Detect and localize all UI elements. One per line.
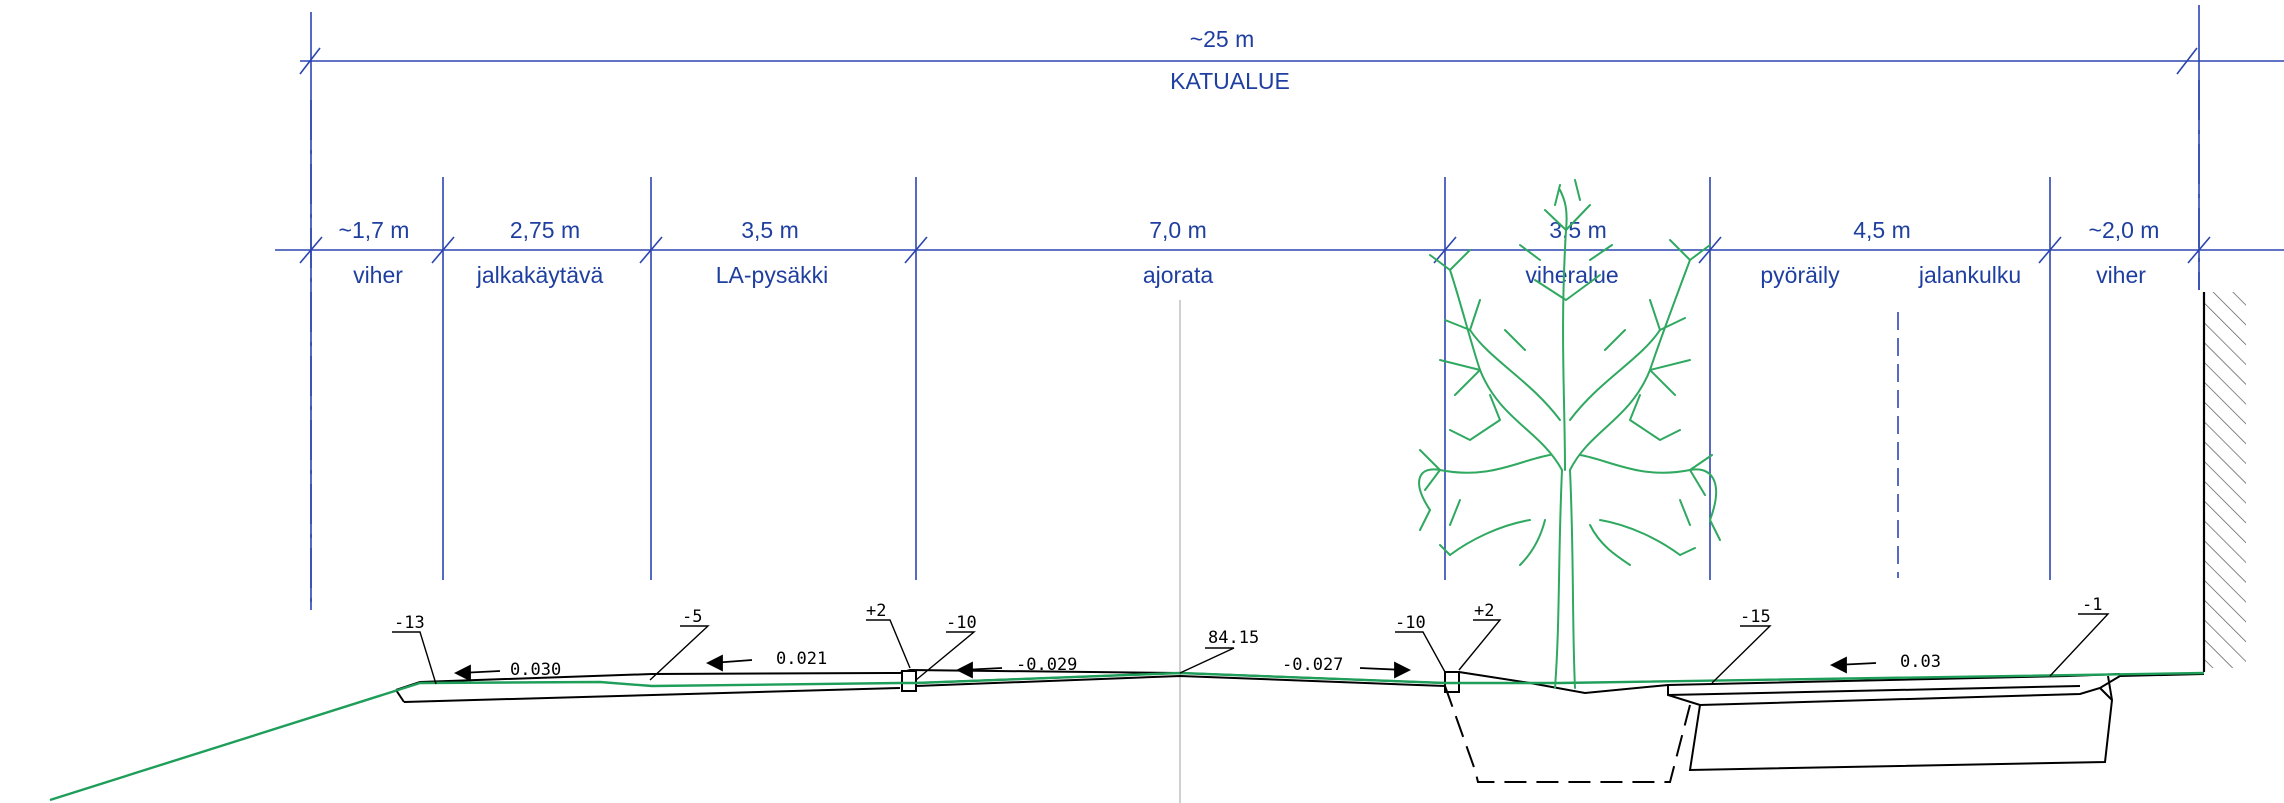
tree-pit [1444, 685, 1691, 783]
hatched-wall-icon [2202, 292, 2246, 672]
height-marker-9: -1 [2082, 595, 2102, 615]
height-marker-7: +2 [1474, 601, 1494, 621]
overall-area-label: KATUALUE [1170, 68, 1290, 94]
section-6-label: pyöräily [1760, 262, 1840, 288]
slope-label-2: 0.021 [776, 649, 827, 669]
slope-label-3: -0.029 [1016, 655, 1077, 675]
height-marker-6: -10 [1395, 613, 1426, 633]
overall-width-label: ~25 m [1190, 26, 1255, 52]
height-marker-3: +2 [866, 601, 886, 621]
section-1-width: ~1,7 m [339, 217, 410, 243]
tree-icon [1418, 179, 1721, 689]
section-4-width: 7,0 m [1149, 217, 1207, 243]
height-marker-1: -13 [394, 613, 425, 633]
section-7-label: viher [2096, 262, 2146, 288]
height-marker-8: -15 [1740, 607, 1771, 627]
height-marker-2: -5 [682, 607, 702, 627]
section-2-label: jalkakäytävä [476, 262, 604, 288]
height-marker-5: 84.15 [1208, 628, 1259, 648]
ground-line [49, 671, 2205, 802]
slope-label-4: -0.027 [1282, 655, 1343, 675]
section-1-label: viher [353, 262, 403, 288]
slope-label-1: 0.030 [510, 660, 561, 680]
section-3-width: 3,5 m [741, 217, 799, 243]
section-5-width: 3,5 m [1549, 217, 1607, 243]
section-6-label2: jalankulku [1918, 262, 2021, 288]
section-4-label: ajorata [1143, 262, 1214, 288]
boundary-lines [310, 80, 2200, 610]
slope-label-5: 0.03 [1900, 652, 1941, 672]
height-marker-4: -10 [946, 613, 977, 633]
section-2-width: 2,75 m [510, 217, 580, 243]
section-6-width: 4,5 m [1853, 217, 1911, 243]
height-marker-leaders [392, 613, 2110, 685]
section-7-width: ~2,0 m [2089, 217, 2160, 243]
slope-arrows [453, 654, 1877, 682]
section-3-label: LA-pysäkki [716, 262, 828, 288]
section-5-label: viheralue [1525, 262, 1618, 288]
overall-dimension [299, 5, 2284, 610]
